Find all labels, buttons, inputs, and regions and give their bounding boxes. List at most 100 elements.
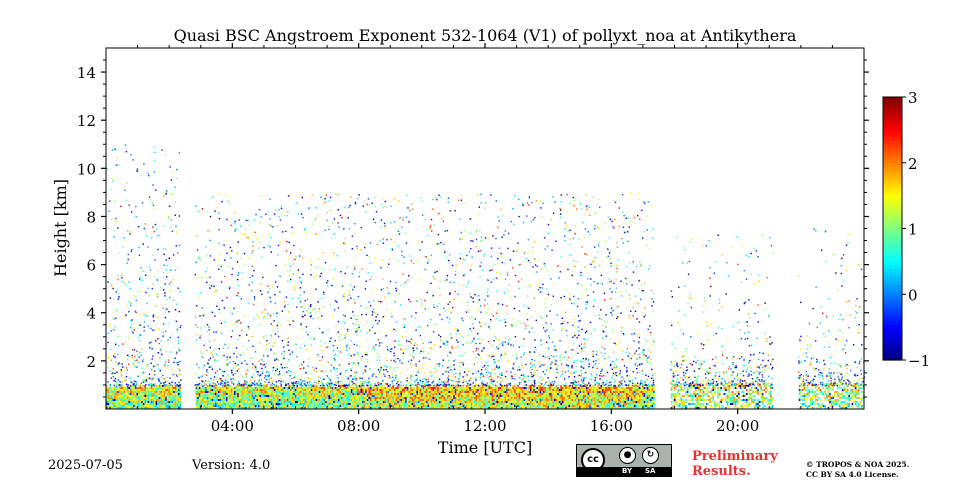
heatmap-cell — [622, 407, 625, 409]
heatmap-cell — [163, 393, 166, 395]
heatmap-cell — [486, 385, 489, 387]
heatmap-cell — [648, 393, 650, 395]
heatmap-cell — [526, 387, 529, 389]
heatmap-cell — [213, 385, 215, 387]
heatmap-cell — [467, 391, 470, 393]
heatmap-cell — [107, 407, 110, 409]
heatmap-cell — [259, 405, 262, 407]
heatmap-point — [567, 345, 569, 348]
heatmap-cell — [798, 385, 801, 387]
heatmap-cell — [552, 395, 554, 397]
heatmap-cell — [606, 391, 609, 393]
heatmap-cell — [301, 389, 303, 391]
heatmap-cell — [243, 393, 246, 395]
heatmap-cell — [258, 399, 260, 401]
heatmap-cell — [834, 395, 836, 397]
heatmap-cell — [205, 389, 207, 391]
heatmap-cell — [171, 407, 174, 409]
heatmap-cell — [301, 395, 303, 397]
heatmap-cell — [346, 397, 348, 399]
heatmap-cell — [485, 395, 487, 397]
heatmap-cell — [227, 395, 230, 397]
heatmap-cell — [328, 399, 330, 401]
heatmap-cell — [211, 405, 214, 407]
heatmap-cell — [483, 399, 486, 401]
heatmap-cell — [307, 403, 310, 405]
heatmap-cell — [608, 387, 610, 389]
heatmap-cell — [523, 395, 526, 397]
heatmap-cell — [146, 393, 148, 395]
heatmap-cell — [147, 397, 150, 399]
heatmap-cell — [734, 397, 737, 399]
heatmap-cell — [739, 405, 742, 407]
heatmap-cell — [493, 387, 495, 389]
heatmap-cell — [318, 389, 321, 391]
heatmap-cell — [349, 391, 351, 393]
heatmap-cell — [418, 393, 420, 395]
heatmap-cell — [411, 395, 414, 397]
heatmap-cell — [258, 391, 260, 393]
heatmap-cell — [272, 387, 274, 389]
heatmap-cell — [755, 391, 758, 393]
heatmap-cell — [262, 391, 265, 393]
heatmap-cell — [226, 405, 228, 407]
heatmap-cell — [482, 391, 484, 393]
heatmap-cell — [406, 391, 409, 393]
heatmap-cell — [288, 397, 290, 399]
heatmap-cell — [680, 389, 682, 391]
heatmap-cell — [318, 401, 321, 403]
heatmap-point — [273, 365, 275, 368]
heatmap-cell — [576, 395, 578, 397]
heatmap-cell — [454, 389, 457, 391]
heatmap-cell — [306, 397, 308, 399]
heatmap-cell — [262, 403, 265, 405]
heatmap-cell — [346, 391, 348, 393]
heatmap-cell — [248, 395, 250, 397]
heatmap-point — [107, 332, 110, 335]
heatmap-cell — [814, 395, 817, 397]
heatmap-cell — [158, 395, 161, 397]
heatmap-cell — [410, 391, 412, 393]
heatmap-cell — [462, 401, 465, 403]
heatmap-point — [473, 364, 475, 366]
heatmap-cell — [670, 389, 673, 391]
heatmap-cell — [290, 395, 292, 397]
heatmap-cell — [462, 393, 465, 395]
heatmap-cell — [827, 399, 830, 401]
heatmap-cell — [637, 399, 639, 401]
heatmap-cell — [446, 395, 449, 397]
heatmap-cell — [315, 407, 318, 409]
heatmap-cell — [442, 407, 444, 409]
heatmap-point — [276, 368, 279, 370]
heatmap-cell — [114, 391, 116, 393]
heatmap-cell — [250, 403, 252, 405]
heatmap-cell — [235, 395, 238, 397]
heatmap-cell — [613, 403, 615, 405]
heatmap-cell — [435, 403, 438, 405]
heatmap-cell — [698, 387, 700, 389]
heatmap-cell — [552, 401, 554, 403]
heatmap-cell — [578, 397, 580, 399]
heatmap-cell — [648, 397, 650, 399]
heatmap-cell — [334, 401, 337, 403]
heatmap-cell — [725, 407, 727, 409]
heatmap-cell — [123, 403, 126, 405]
heatmap-cell — [331, 387, 334, 389]
heatmap-cell — [546, 395, 548, 397]
heatmap-cell — [448, 401, 450, 403]
heatmap-cell — [283, 407, 286, 409]
heatmap-cell — [200, 385, 202, 387]
heatmap-cell — [315, 395, 318, 397]
heatmap-cell — [771, 397, 774, 399]
heatmap-cell — [122, 395, 124, 397]
heatmap-cell — [178, 391, 180, 393]
heatmap-cell — [318, 387, 321, 389]
heatmap-cell — [261, 403, 263, 405]
heatmap-cell — [714, 401, 716, 403]
heatmap-cell — [688, 403, 690, 405]
heatmap-cell — [634, 391, 636, 393]
heatmap-cell — [208, 387, 210, 389]
heatmap-cell — [386, 387, 388, 389]
heatmap-cell — [288, 403, 290, 405]
heatmap-point — [514, 274, 517, 277]
